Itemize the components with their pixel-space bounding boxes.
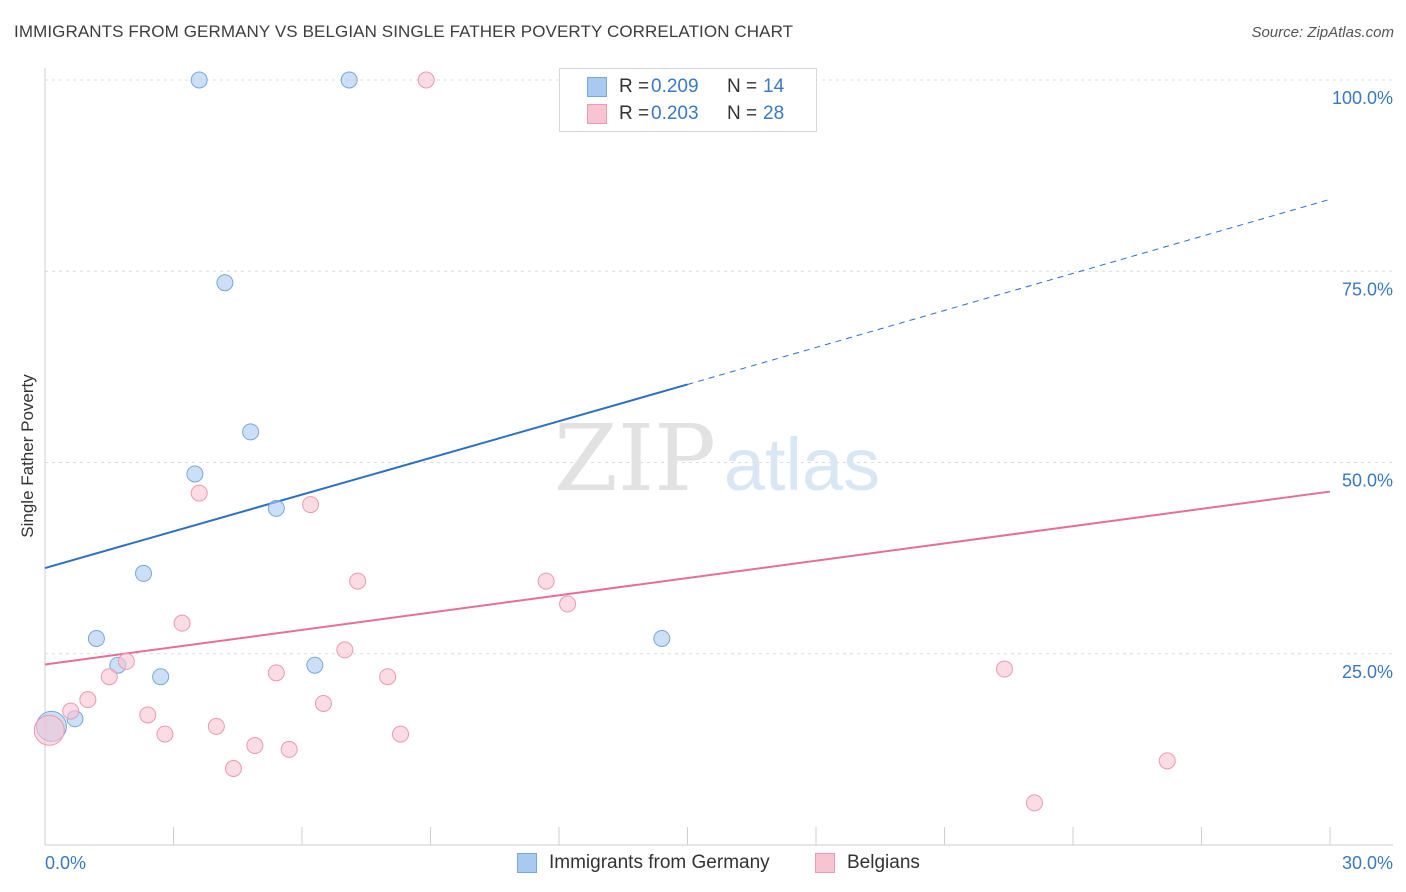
point-belgians	[139, 706, 157, 724]
y-tick-label: 75.0%	[1342, 279, 1393, 299]
point-germany	[216, 274, 234, 292]
n-value: 14	[763, 76, 785, 97]
point-belgians	[117, 652, 135, 670]
point-belgians	[559, 595, 577, 613]
r-label: R =	[619, 76, 650, 97]
axes	[44, 68, 1393, 846]
grid-lines	[45, 79, 1393, 655]
legend-label-belgians: Belgians	[847, 852, 920, 873]
x-tick-label: 30.0%	[1342, 853, 1393, 873]
point-germany	[653, 629, 671, 647]
point-belgians	[190, 484, 208, 502]
tick-labels: 25.0% 50.0% 75.0% 100.0% 0.0% 30.0%	[45, 88, 1393, 873]
point-germany	[306, 656, 324, 674]
point-belgians	[349, 572, 367, 590]
point-belgians	[224, 760, 242, 777]
point-belgians	[379, 668, 397, 686]
series-legend: Immigrants from Germany Belgians	[0, 852, 1406, 878]
point-belgians	[100, 668, 118, 686]
x-tick-label: 0.0%	[45, 853, 86, 873]
point-belgians	[417, 71, 435, 89]
point-belgians	[1158, 752, 1176, 770]
point-germany	[186, 465, 204, 483]
point-belgians	[302, 496, 320, 514]
n-label: N =	[727, 103, 758, 124]
legend-row-belgians: R = 0.203 N = 28	[560, 100, 784, 128]
legend-label-germany: Immigrants from Germany	[549, 852, 770, 873]
point-belgians	[79, 691, 97, 709]
point-belgians	[156, 725, 174, 743]
y-tick-label: 25.0%	[1342, 662, 1393, 682]
point-belgians	[1025, 794, 1043, 812]
point-germany	[340, 71, 358, 89]
n-label: N =	[727, 76, 758, 97]
point-belgians	[173, 614, 191, 632]
source-credit: Source: ZipAtlas.com	[1251, 24, 1394, 41]
point-belgians	[314, 694, 332, 712]
legend-item-germany: Immigrants from Germany	[517, 852, 770, 874]
watermark-atlas: atlas	[724, 423, 880, 506]
point-belgians	[62, 702, 80, 720]
point-belgians	[392, 725, 410, 743]
r-label: R =	[619, 103, 650, 124]
stats-legend: R = 0.209 N = 14 R = 0.203 N = 28	[559, 68, 817, 132]
trend-line-germany	[44, 383, 688, 570]
point-germany	[152, 668, 170, 686]
point-germany	[267, 499, 285, 517]
y-tick-label: 100.0%	[1332, 88, 1393, 108]
point-belgians	[995, 660, 1013, 678]
point-belgians	[246, 737, 264, 755]
data-points	[33, 71, 1176, 812]
point-belgians	[267, 664, 285, 682]
point-belgians	[280, 740, 298, 758]
chart-title: IMMIGRANTS FROM GERMANY VS BELGIAN SINGL…	[14, 22, 794, 41]
point-belgians	[207, 717, 225, 735]
trend-lines	[44, 198, 1331, 666]
point-germany	[135, 564, 153, 582]
point-germany	[242, 423, 260, 441]
watermark: ZIP atlas	[554, 405, 880, 512]
legend-swatch-belgians	[815, 853, 835, 873]
legend-swatch-germany	[587, 77, 607, 97]
trend-line-germany-extension	[687, 198, 1331, 385]
trend-line-belgians	[44, 490, 1331, 666]
n-value: 28	[763, 103, 785, 124]
watermark-zip: ZIP	[554, 405, 716, 512]
r-value: 0.203	[651, 103, 699, 124]
legend-swatch-germany	[517, 853, 537, 873]
y-tick-label: 50.0%	[1342, 471, 1393, 491]
legend-row-germany: R = 0.209 N = 14	[560, 73, 784, 101]
legend-swatch-belgians	[587, 104, 607, 124]
point-belgians	[537, 572, 555, 590]
point-germany	[87, 629, 105, 647]
point-belgians	[33, 714, 65, 746]
point-germany	[190, 71, 208, 89]
legend-item-belgians: Belgians	[815, 852, 920, 874]
y-axis-label: Single Father Poverty	[18, 374, 37, 538]
point-belgians	[336, 641, 354, 659]
r-value: 0.209	[651, 76, 699, 97]
